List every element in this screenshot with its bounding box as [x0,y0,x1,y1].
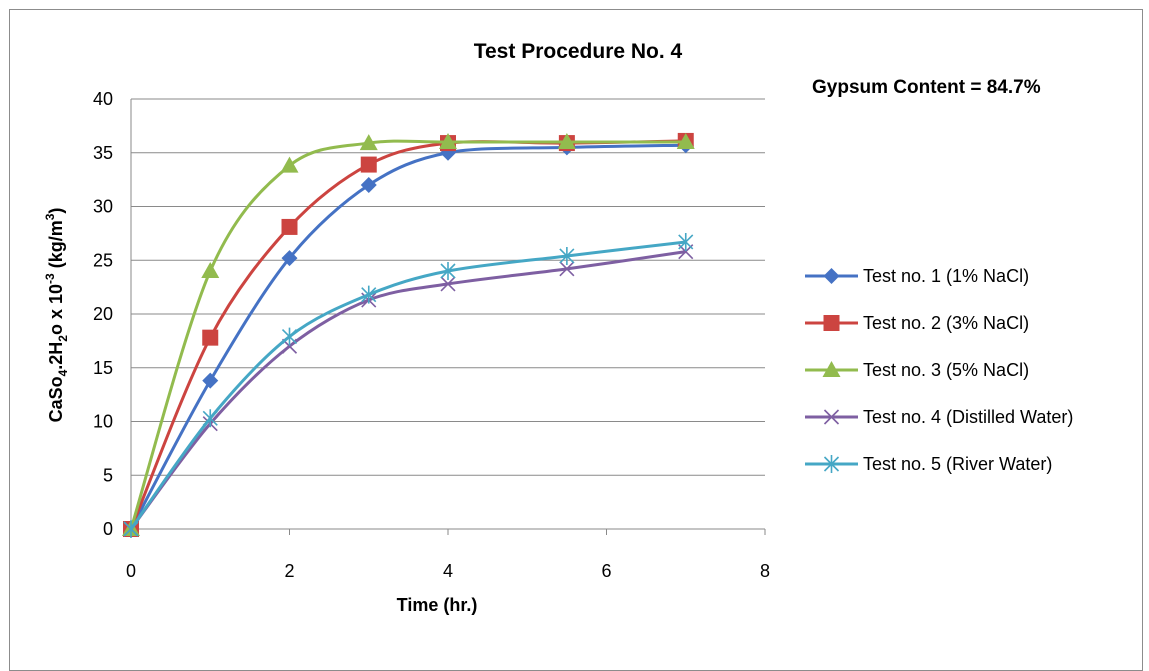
legend-swatch-marker [823,455,840,473]
series-2 [123,132,694,537]
series-layer [122,132,695,538]
legend-item-1: Test no. 1 (1% NaCl) [863,266,1029,286]
x-tick-label: 2 [284,561,294,581]
series-5-point [440,262,456,280]
legend-item-4: Test no. 4 (Distilled Water) [863,407,1073,427]
series-2-point [202,329,219,346]
legend-swatch-marker [823,409,840,425]
series-1-point [360,177,377,193]
x-tick-label: 4 [443,561,453,581]
y-tick-label: 25 [93,250,113,270]
series-5-point [281,327,298,346]
series-3-point [557,133,576,149]
series-5-point [678,232,694,251]
series-4-line [129,250,686,530]
legend-swatch-marker [823,315,840,331]
x-tick-label: 6 [601,561,611,581]
legend: Test no. 1 (1% NaCl) Test no. 2 (3% NaCl)… [805,266,1073,474]
series-3-point [201,262,220,278]
series-5 [123,232,694,538]
tick-labels: 0 5 10 15 20 25 30 35 40 0 2 4 6 8 [93,89,770,581]
x-tick-label: 0 [126,561,136,581]
series-5-point [559,246,575,265]
x-axis-label: Time (hr.) [397,595,478,615]
y-tick-label: 35 [93,143,113,163]
series-1-point [202,372,219,389]
y-tick-label: 15 [93,358,113,378]
x-tick-label: 8 [760,561,770,581]
chart-title: Test Procedure No. 4 [474,40,683,63]
legend-item-5: Test no. 5 (River Water) [863,454,1052,474]
legend-swatch-marker [822,361,841,377]
chart-frame [9,9,1143,671]
legend-swatch-marker [823,268,840,284]
legend-item-3: Test no. 3 (5% NaCl) [863,360,1029,380]
series-3-point [359,134,378,151]
series-3-point [439,133,457,149]
series-1-point [281,250,298,267]
legend-item-2: Test no. 2 (3% NaCl) [863,313,1029,333]
y-tick-label: 0 [103,519,113,539]
gridlines [130,98,766,535]
y-tick-label: 10 [93,412,113,432]
gypsum-content-annotation: Gypsum Content = 84.7% [812,77,1041,98]
series-5-point [123,520,139,538]
y-axis-label: CaSo4.2H2o x 10-3 (kg/m3) [43,208,70,423]
y-tick-label: 30 [93,197,113,217]
y-tick-label: 5 [103,465,113,485]
y-tick-label: 40 [93,89,113,109]
y-tick-label: 20 [93,304,113,324]
series-2-point [360,156,377,173]
series-4-point [440,276,456,292]
series-4-point [559,261,575,277]
series-3-point [676,133,695,149]
series-4 [123,244,694,537]
series-3-point [280,156,299,173]
series-5-line [129,240,686,530]
series-5-point [202,409,218,428]
series-5-point [361,285,377,304]
series-2-point [281,218,298,235]
